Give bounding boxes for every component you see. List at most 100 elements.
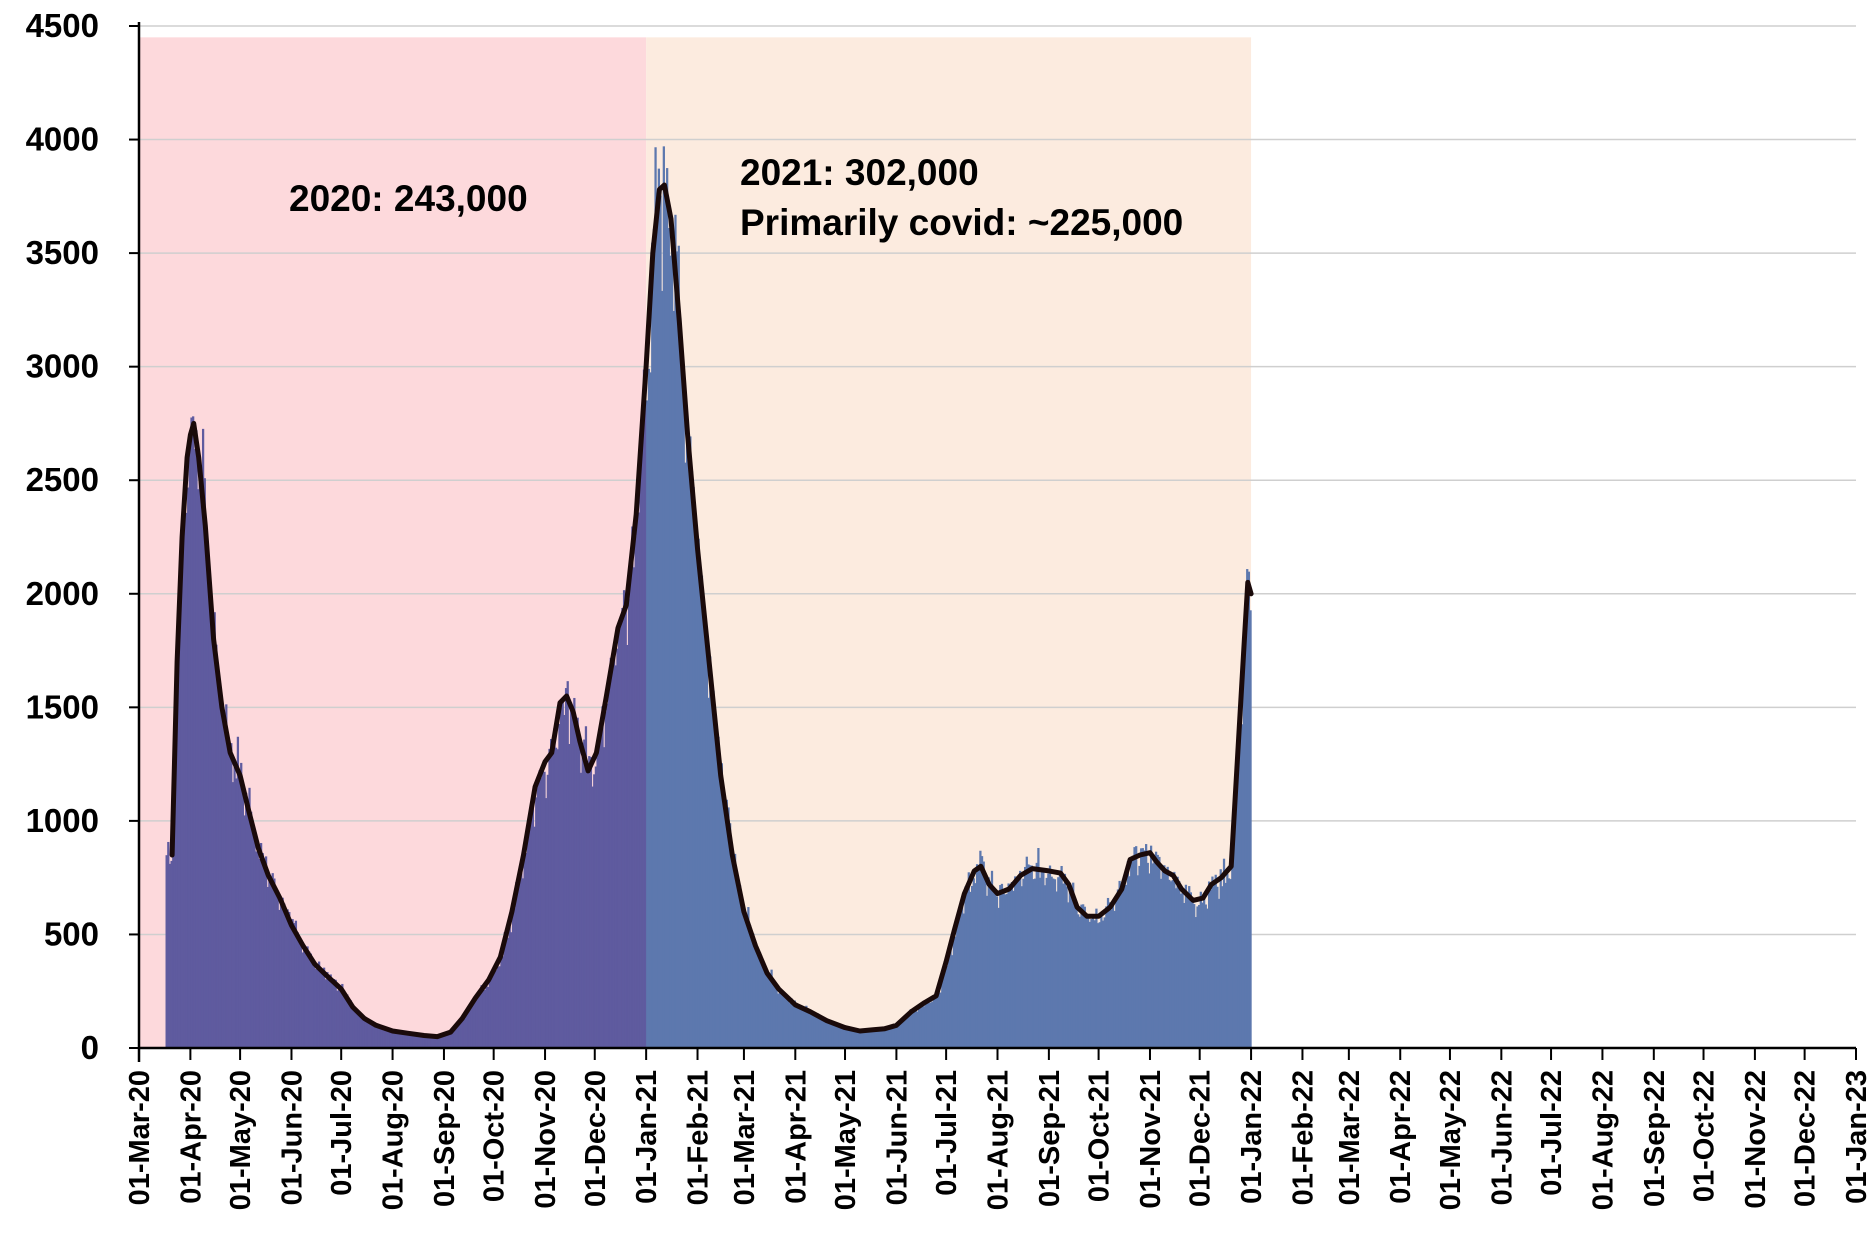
daily-bar xyxy=(313,962,316,1048)
daily-bar xyxy=(1025,856,1028,1048)
daily-bar xyxy=(284,913,288,1048)
daily-bar xyxy=(801,1008,805,1048)
daily-bar xyxy=(833,1024,836,1048)
daily-bar xyxy=(465,1015,468,1048)
y-tick-label: 1500 xyxy=(26,688,99,725)
daily-bar xyxy=(740,903,743,1048)
x-axis-tick-labels: 01-Mar-20 01-Apr-20 01-May-20 01-Jun-20 01-J… xyxy=(124,1070,1873,1210)
daily-bar xyxy=(362,1018,365,1048)
daily-bar xyxy=(1174,888,1178,1048)
daily-bar xyxy=(705,631,709,1048)
y-tick-label: 500 xyxy=(44,915,99,952)
daily-bar xyxy=(891,1027,894,1048)
daily-bar xyxy=(1168,879,1171,1048)
daily-bar xyxy=(724,798,727,1048)
daily-bar xyxy=(341,983,344,1048)
daily-bar xyxy=(188,446,191,1048)
daily-bar xyxy=(717,736,720,1048)
daily-bar xyxy=(929,1002,932,1048)
daily-bar xyxy=(1201,902,1204,1048)
daily-bar xyxy=(1038,877,1042,1048)
daily-bar xyxy=(301,952,304,1048)
daily-bar xyxy=(826,1020,830,1048)
daily-bar xyxy=(420,1035,424,1048)
daily-bar xyxy=(606,703,609,1048)
daily-bar xyxy=(1193,904,1196,1048)
daily-bar xyxy=(821,1017,825,1048)
daily-bar xyxy=(259,843,263,1048)
daily-bar xyxy=(931,1001,934,1048)
daily-bar xyxy=(927,1003,931,1048)
daily-bar xyxy=(178,590,182,1048)
daily-bar xyxy=(402,1031,405,1048)
daily-bar xyxy=(863,1029,866,1048)
daily-bar xyxy=(1082,904,1085,1048)
daily-bar xyxy=(432,1036,435,1048)
daily-bar xyxy=(498,966,501,1048)
daily-bar xyxy=(452,1030,455,1048)
daily-bar xyxy=(1022,878,1025,1048)
daily-bar xyxy=(331,982,334,1048)
daily-bar xyxy=(642,369,646,1048)
daily-bar xyxy=(245,792,248,1048)
daily-bar xyxy=(419,1035,422,1048)
daily-bar xyxy=(939,992,942,1048)
daily-bar xyxy=(215,644,218,1048)
daily-bar xyxy=(173,808,177,1048)
daily-bar xyxy=(588,756,591,1048)
daily-bar xyxy=(472,1003,475,1048)
daily-bar xyxy=(909,1009,912,1048)
x-tick-label: 01-May-20 xyxy=(225,1070,257,1210)
daily-bar xyxy=(911,1012,914,1048)
daily-bar xyxy=(666,168,669,1048)
daily-bar xyxy=(1244,626,1247,1048)
daily-bar xyxy=(1234,783,1237,1048)
daily-bar xyxy=(616,648,619,1048)
daily-bar xyxy=(1249,610,1252,1048)
daily-bar xyxy=(228,756,231,1048)
daily-bar xyxy=(1141,848,1144,1048)
daily-bar xyxy=(962,913,965,1048)
daily-bar xyxy=(511,909,515,1048)
daily-bar xyxy=(550,738,553,1048)
daily-bar xyxy=(540,777,543,1048)
x-tick-label: 01-Oct-22 xyxy=(1689,1070,1721,1202)
daily-bar xyxy=(601,706,604,1048)
daily-bar xyxy=(1115,894,1118,1048)
daily-bar xyxy=(525,853,528,1048)
daily-bar xyxy=(951,955,954,1048)
daily-bar xyxy=(334,979,337,1048)
daily-bar xyxy=(440,1035,443,1048)
daily-bar xyxy=(908,1015,911,1048)
daily-bar xyxy=(463,1018,467,1048)
daily-bar xyxy=(492,971,495,1048)
daily-bar xyxy=(667,228,670,1048)
x-tick-label: 01-Oct-21 xyxy=(1084,1070,1116,1202)
daily-bar xyxy=(921,1004,924,1048)
daily-bar xyxy=(326,972,329,1048)
annotation-2021-primarily-covid: Primarily covid: ~225,000 xyxy=(740,202,1183,243)
daily-bar xyxy=(415,1035,419,1048)
daily-bar xyxy=(586,769,589,1048)
daily-bar xyxy=(977,866,980,1048)
daily-bar xyxy=(1130,857,1133,1048)
daily-bar xyxy=(288,911,291,1048)
y-axis-tick-labels: 0 500 1000 1500 2000 2500 3000 3500 4000 4500 xyxy=(26,7,99,1066)
daily-bar xyxy=(205,549,208,1048)
daily-bar xyxy=(308,951,311,1048)
daily-bar xyxy=(1040,870,1043,1048)
x-tick-label: 01-Dec-20 xyxy=(580,1070,612,1207)
daily-bar xyxy=(815,1015,818,1048)
daily-bar xyxy=(632,567,636,1048)
daily-bar xyxy=(919,1008,922,1048)
daily-bar xyxy=(1077,914,1080,1048)
daily-bar xyxy=(674,214,677,1048)
daily-bar xyxy=(1010,882,1014,1048)
daily-bar xyxy=(1002,891,1005,1048)
daily-bar xyxy=(430,1036,433,1048)
daily-bar xyxy=(941,981,944,1048)
daily-bar xyxy=(269,878,273,1048)
daily-bar xyxy=(1158,856,1161,1048)
daily-bar xyxy=(1078,916,1081,1048)
daily-bar xyxy=(168,863,172,1048)
